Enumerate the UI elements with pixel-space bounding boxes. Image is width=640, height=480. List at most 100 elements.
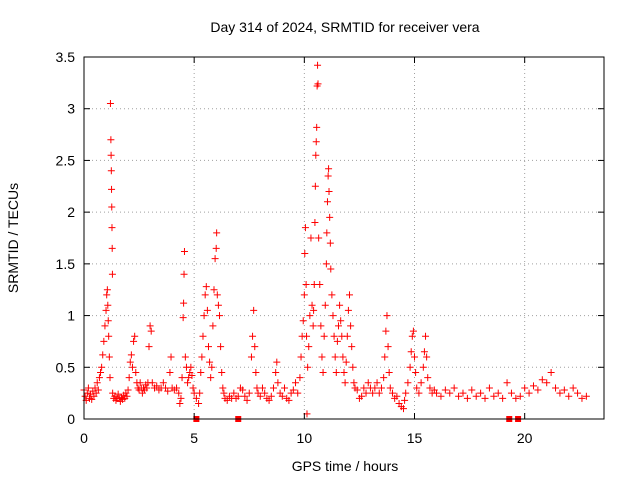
data-point <box>106 374 114 382</box>
data-point <box>371 384 379 392</box>
data-point <box>143 384 151 392</box>
data-point <box>384 343 392 351</box>
data-point <box>223 396 231 404</box>
data-point <box>309 322 317 330</box>
data-point <box>512 394 520 402</box>
data-point <box>360 384 368 392</box>
data-point <box>256 392 264 400</box>
data-point <box>321 301 329 309</box>
data-point <box>199 332 207 340</box>
data-point <box>574 389 582 397</box>
data-point <box>166 368 174 376</box>
data-point <box>83 389 91 397</box>
data-point <box>198 353 206 361</box>
ticks <box>83 56 604 420</box>
data-point <box>192 394 200 402</box>
data-point <box>167 353 175 361</box>
data-point <box>350 379 358 387</box>
data-point <box>538 376 546 384</box>
data-point <box>204 343 212 351</box>
y-tick-label: 1.5 <box>56 256 76 272</box>
data-point <box>200 312 208 320</box>
data-point <box>234 392 242 400</box>
data-point <box>380 374 388 382</box>
data-point <box>207 374 215 382</box>
data-point <box>364 379 372 387</box>
data-point <box>195 399 203 407</box>
data-point <box>188 372 196 380</box>
data-point <box>543 379 551 387</box>
data-point <box>413 384 421 392</box>
data-point <box>265 396 273 404</box>
data-point <box>399 405 407 413</box>
data-point <box>249 332 257 340</box>
data-point <box>358 392 366 400</box>
data-point <box>274 379 282 387</box>
data-point <box>328 291 336 299</box>
data-point <box>381 353 389 361</box>
data-point <box>534 386 542 394</box>
data-point <box>420 348 428 356</box>
data-point <box>296 374 304 382</box>
data-point <box>210 286 218 294</box>
data-point <box>269 384 277 392</box>
data-point <box>217 343 225 351</box>
data-point <box>297 353 305 361</box>
data-point <box>499 394 507 402</box>
x-tick-label: 0 <box>80 430 88 446</box>
x-tick-label: 15 <box>407 430 423 446</box>
data-point <box>388 389 396 397</box>
data-point <box>334 322 342 330</box>
data-point <box>273 358 281 366</box>
data-point <box>426 384 434 392</box>
data-point <box>209 322 217 330</box>
data-point <box>433 389 441 397</box>
data-point <box>373 379 381 387</box>
data-point <box>569 384 577 392</box>
data-point <box>406 363 414 371</box>
data-point <box>181 353 189 361</box>
data-point <box>252 368 260 376</box>
data-point <box>327 265 335 273</box>
data-point <box>319 368 327 376</box>
data-point <box>552 384 560 392</box>
data-point <box>201 291 209 299</box>
data-point <box>202 283 210 291</box>
data-point <box>285 396 293 404</box>
data-point <box>251 343 259 351</box>
x-tick-label: 10 <box>297 430 313 446</box>
data-point <box>107 151 115 159</box>
data-point <box>187 363 195 371</box>
data-point <box>422 332 430 340</box>
data-point <box>100 337 108 345</box>
data-point <box>412 368 420 376</box>
data-point <box>382 327 390 335</box>
data-point <box>441 386 449 394</box>
data-point <box>401 396 409 404</box>
data-point <box>124 386 132 394</box>
data-point <box>108 203 116 211</box>
data-point <box>184 379 192 387</box>
data-point <box>180 247 188 255</box>
data-point <box>347 322 355 330</box>
data-point <box>95 374 103 382</box>
y-tick-label: 0.5 <box>56 359 76 375</box>
data-point <box>101 322 109 330</box>
data-point <box>216 312 224 320</box>
data-point <box>404 379 412 387</box>
y-axis-label: SRMTID / TECUs <box>5 183 21 293</box>
data-point <box>322 260 330 268</box>
data-point <box>131 332 139 340</box>
data-point <box>369 389 377 397</box>
data-point <box>312 151 320 159</box>
data-point <box>417 379 425 387</box>
x-axis-label: GPS time / hours <box>292 458 399 474</box>
data-points <box>80 61 590 422</box>
data-point <box>507 389 515 397</box>
data-point <box>243 396 251 404</box>
data-point <box>301 250 309 258</box>
data-point <box>560 386 568 394</box>
data-point <box>114 390 122 398</box>
data-point <box>383 312 391 320</box>
data-point <box>213 229 221 237</box>
